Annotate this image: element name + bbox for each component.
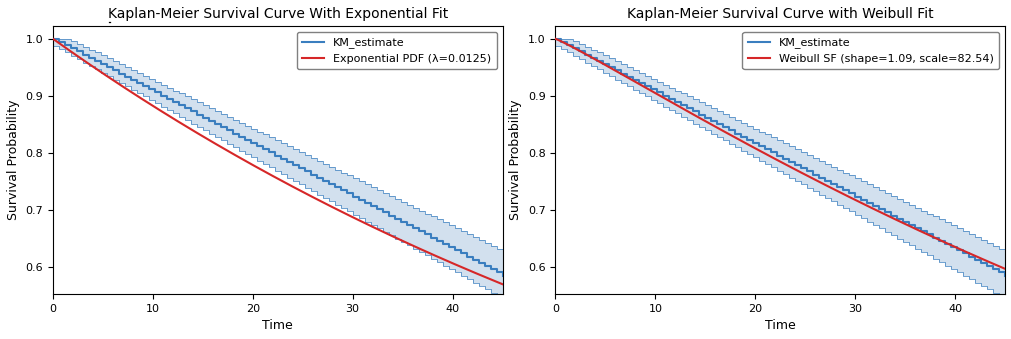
- X-axis label: Time: Time: [764, 319, 795, 332]
- Title: Kaplan-Meier Survival Curve With Exponential Fit: Kaplan-Meier Survival Curve With Exponen…: [107, 7, 448, 21]
- Y-axis label: Survival Probability: Survival Probability: [509, 100, 522, 220]
- Legend: KM_estimate, Weibull SF (shape=1.09, scale=82.54): KM_estimate, Weibull SF (shape=1.09, sca…: [742, 32, 999, 69]
- Title: Kaplan-Meier Survival Curve with Weibull Fit: Kaplan-Meier Survival Curve with Weibull…: [627, 7, 933, 21]
- Legend: KM_estimate, Exponential PDF (λ=0.0125): KM_estimate, Exponential PDF (λ=0.0125): [296, 32, 496, 69]
- X-axis label: Time: Time: [262, 319, 293, 332]
- Y-axis label: Survival Probability: Survival Probability: [7, 100, 20, 220]
